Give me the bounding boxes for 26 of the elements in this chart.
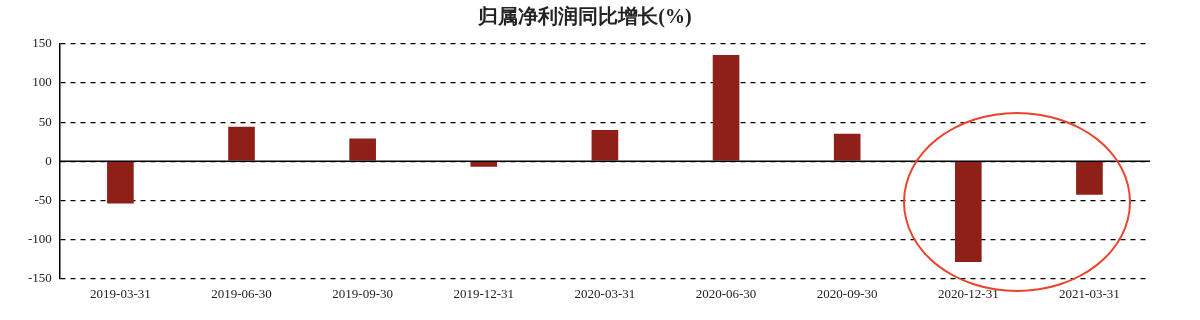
bar — [833, 133, 861, 161]
x-tick-label: 2021-03-31 — [1059, 285, 1120, 301]
x-tick-label: 2019-06-30 — [211, 285, 272, 301]
y-tick-label: -150 — [27, 269, 52, 285]
bar — [228, 126, 255, 161]
y-tick-label: 150 — [32, 35, 52, 51]
x-tick-label: 2019-09-30 — [332, 285, 393, 301]
y-tick-label: 100 — [32, 74, 52, 90]
bar — [470, 161, 498, 167]
x-tick-label: 2020-03-31 — [574, 285, 636, 301]
y-tick-label: 50 — [38, 113, 52, 129]
x-tick-label: 2019-12-31 — [453, 285, 515, 301]
bar — [954, 161, 982, 262]
bar — [1076, 161, 1103, 195]
bar — [107, 161, 134, 204]
x-tick-label: 2020-06-30 — [695, 285, 757, 301]
chart-title: 归属净利润同比增长(%) — [477, 5, 692, 29]
bar — [712, 54, 740, 161]
x-tick-label: 2019-03-31 — [90, 285, 151, 301]
x-tick-label: 2020-12-31 — [937, 285, 999, 301]
y-tick-label: -50 — [34, 191, 52, 207]
y-tick-label: -100 — [27, 230, 52, 246]
bar — [591, 129, 619, 161]
y-tick-label: 0 — [45, 152, 52, 168]
bar — [349, 138, 376, 161]
x-tick-label: 2020-09-30 — [816, 285, 878, 301]
